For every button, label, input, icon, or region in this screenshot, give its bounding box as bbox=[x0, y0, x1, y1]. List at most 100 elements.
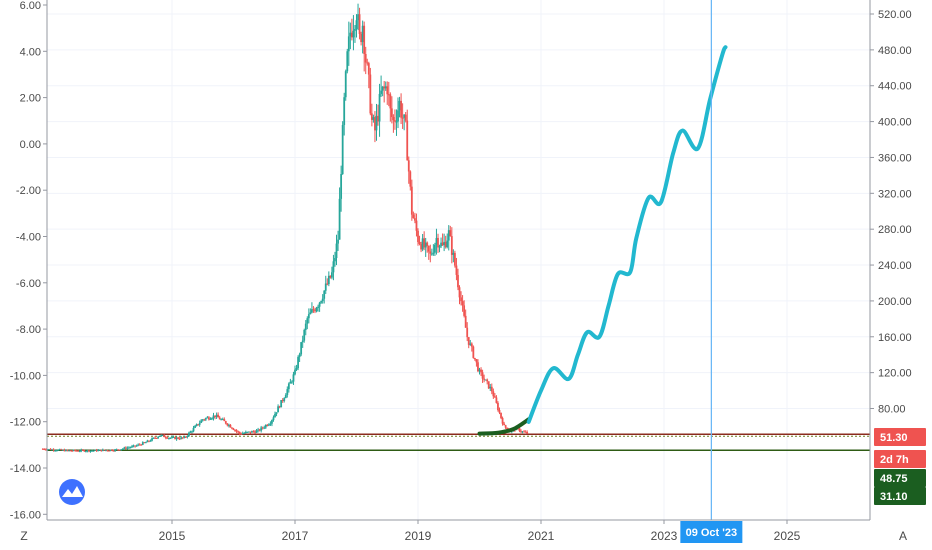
candle-body bbox=[197, 424, 200, 426]
candle-body bbox=[344, 71, 347, 98]
candle-body bbox=[241, 433, 244, 435]
candle-body bbox=[335, 243, 338, 259]
candle-body bbox=[452, 252, 455, 255]
candle-body bbox=[300, 342, 303, 355]
candle-body bbox=[108, 450, 110, 452]
candle-body bbox=[237, 431, 240, 433]
candle-body bbox=[60, 449, 63, 451]
candle-body bbox=[417, 230, 419, 243]
accumulation-arc[interactable] bbox=[477, 417, 531, 436]
candle-body bbox=[258, 429, 261, 431]
candle-body bbox=[384, 86, 387, 89]
candle-body bbox=[48, 449, 50, 451]
candle-body bbox=[132, 445, 135, 447]
candle-body bbox=[337, 239, 339, 244]
candle-body bbox=[178, 438, 181, 440]
candle-body bbox=[424, 242, 427, 248]
candle-body bbox=[295, 368, 298, 370]
candle-body bbox=[280, 400, 283, 408]
candle-body bbox=[294, 369, 296, 375]
candle-body bbox=[414, 218, 416, 221]
candle-body bbox=[409, 171, 412, 187]
candle-body bbox=[177, 437, 180, 439]
tradingview-logo-icon[interactable] bbox=[56, 478, 88, 506]
candle-body bbox=[327, 275, 330, 285]
candle-body bbox=[204, 418, 207, 420]
candle-body bbox=[217, 414, 220, 418]
candle-body bbox=[103, 449, 106, 451]
candle-body bbox=[65, 449, 67, 452]
candle-body bbox=[523, 431, 525, 433]
candle-body bbox=[251, 431, 253, 433]
right-tick-label: 480.00 bbox=[878, 45, 912, 57]
candle-body bbox=[520, 431, 522, 433]
candle-body bbox=[498, 410, 501, 413]
candle-body bbox=[403, 114, 406, 118]
right-tick-label: 320.00 bbox=[878, 188, 912, 200]
candle-body bbox=[420, 243, 422, 250]
candle-body bbox=[220, 419, 223, 421]
candle-body bbox=[274, 413, 276, 418]
left-tick-label: -10.00 bbox=[10, 370, 41, 382]
right-tick-label: 400.00 bbox=[878, 117, 912, 129]
candle-body bbox=[447, 230, 450, 241]
candle-body bbox=[231, 427, 233, 429]
candle-body bbox=[410, 186, 413, 215]
candle-body bbox=[85, 451, 87, 453]
candle-body bbox=[175, 437, 178, 440]
left-tick-label: 4.00 bbox=[20, 46, 41, 58]
right-tick-label: 80.00 bbox=[878, 404, 906, 416]
candle-body bbox=[400, 100, 402, 118]
candle-body bbox=[480, 369, 482, 373]
price-label-box bbox=[874, 469, 926, 487]
candle-body bbox=[406, 120, 409, 161]
price-labels: 51.30 2d 7h 48.75 31.10 bbox=[874, 428, 926, 505]
candle-body bbox=[183, 436, 186, 438]
candle-body bbox=[387, 94, 390, 96]
candle-body bbox=[260, 427, 263, 431]
candle-body bbox=[438, 246, 441, 248]
candle-body bbox=[208, 417, 210, 420]
price-label-box bbox=[874, 487, 926, 505]
candle-body bbox=[314, 310, 316, 312]
candle-body bbox=[352, 30, 355, 38]
left-tick-label: -12.00 bbox=[10, 417, 41, 429]
candle-body bbox=[151, 438, 153, 441]
log-scale-toggle[interactable]: Z bbox=[20, 529, 27, 543]
candle-body bbox=[363, 25, 366, 54]
candle-body bbox=[441, 242, 444, 246]
candle-body bbox=[401, 117, 404, 119]
left-tick-label: 0.00 bbox=[20, 139, 41, 151]
candle-body bbox=[209, 418, 212, 420]
candle-body bbox=[493, 396, 496, 398]
right-tick-label: 440.00 bbox=[878, 81, 912, 93]
candle-body bbox=[234, 429, 236, 431]
candle-body bbox=[291, 381, 293, 383]
candle-body bbox=[369, 74, 372, 114]
candle-body bbox=[350, 32, 353, 38]
candle-body bbox=[500, 412, 502, 418]
candle-body bbox=[477, 362, 479, 372]
candle-body bbox=[440, 242, 442, 247]
candle-body bbox=[395, 121, 398, 123]
candle-body bbox=[281, 400, 284, 402]
candle-body bbox=[240, 433, 243, 435]
candle-body bbox=[100, 449, 103, 452]
candle-body bbox=[184, 436, 187, 438]
candle-body bbox=[466, 327, 469, 338]
logo-circle bbox=[59, 479, 85, 505]
candle-body bbox=[112, 450, 115, 452]
projection-curve[interactable] bbox=[526, 45, 728, 424]
candle-body bbox=[43, 448, 46, 450]
candle-body bbox=[298, 354, 301, 358]
candle-body bbox=[128, 447, 130, 449]
candle-body bbox=[358, 14, 361, 34]
candle-body bbox=[475, 359, 478, 363]
auto-scale-toggle[interactable]: A bbox=[899, 529, 907, 543]
candle-body bbox=[134, 445, 136, 447]
candle-body bbox=[446, 240, 449, 248]
candle-body bbox=[412, 214, 415, 219]
candle-body bbox=[181, 437, 184, 439]
x-tick-label: 2025 bbox=[774, 529, 801, 543]
left-tick-label: -2.00 bbox=[16, 185, 41, 197]
